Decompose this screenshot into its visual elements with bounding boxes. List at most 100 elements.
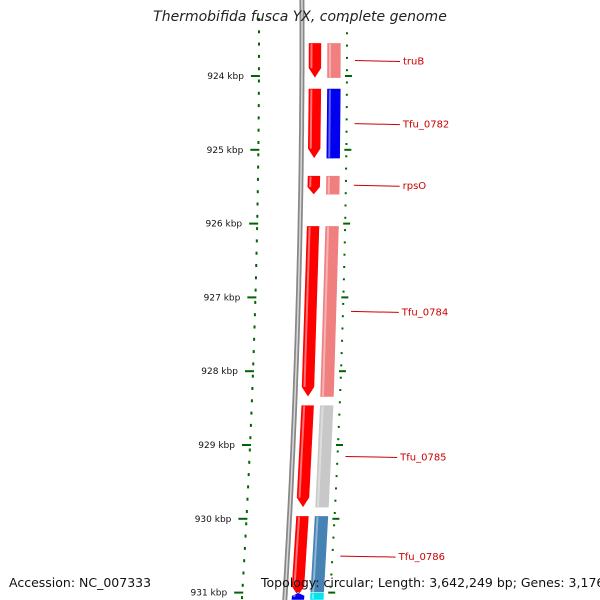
tick-label: 924 kbp [207, 72, 244, 82]
track-dot [252, 350, 255, 354]
track-dot-right [333, 512, 336, 514]
gene-class-rpsO [325, 175, 341, 196]
track-dot-right [345, 130, 348, 133]
track-dot [253, 337, 256, 341]
track-dot [249, 423, 252, 427]
track-dot-right [344, 216, 347, 219]
gene-class-Tfu_0785 [314, 404, 335, 509]
label-leader [340, 555, 396, 558]
track-dot [248, 448, 251, 452]
track-dot [252, 362, 255, 366]
track-dot-right [334, 499, 337, 502]
track-dot-right [345, 118, 348, 121]
gene-arrow-Tfu_0786 [291, 515, 310, 597]
track-dot-right [338, 413, 341, 416]
track-dot [247, 485, 250, 489]
gene-label-rpsO: rpsO [403, 181, 427, 192]
track-dot [257, 79, 260, 83]
track-dot [243, 546, 246, 550]
tick-label: 930 kbp [195, 515, 232, 525]
track-dot [256, 214, 259, 218]
track-dot [255, 239, 258, 243]
track-dot-right [345, 32, 348, 35]
track-dot-right [330, 573, 333, 576]
track-dot-right [337, 425, 340, 428]
track-dot-right [337, 438, 340, 441]
gene-arrow-Tfu_0784 [301, 225, 320, 398]
track-dot-right [344, 179, 347, 182]
track-dot [257, 42, 260, 46]
tick-label: 929 kbp [198, 441, 235, 451]
track-dot [257, 128, 260, 132]
track-dot [253, 325, 256, 329]
track-dot [255, 264, 258, 267]
track-dot [256, 177, 259, 181]
map-title: Thermobifida fusca YX, complete genome [153, 9, 447, 25]
track-dot-right [342, 278, 345, 281]
track-dot [240, 596, 243, 600]
class-shine [316, 406, 324, 507]
track-dot-right [345, 44, 348, 47]
track-dot [254, 288, 257, 292]
track-dot [254, 276, 257, 280]
gene-arrow-rpsO [306, 175, 321, 196]
track-dot [257, 30, 260, 34]
class-shine [328, 89, 331, 158]
track-dot-right [343, 241, 346, 244]
track-dot [250, 411, 253, 415]
track-dot-right [345, 155, 348, 158]
track-dot [257, 141, 260, 144]
track-dot [244, 534, 247, 538]
class-shine [311, 516, 319, 596]
gene-shine [298, 406, 306, 498]
gc-dot-track [240, 18, 348, 600]
tick-label: 928 kbp [201, 367, 238, 377]
track-dot [247, 473, 250, 477]
track-dot [257, 104, 260, 108]
tick-label: 925 kbp [207, 146, 244, 156]
track-dot-right [333, 524, 336, 527]
backbone-highlight [284, 0, 303, 600]
scale-ticks: 924 kbp 925 kbp 926 kbp 927 kbp 928 kbp 929 k… [191, 72, 352, 599]
track-dot-right [341, 327, 344, 330]
track-dot [241, 583, 244, 587]
gene-label-Tfu_0785: Tfu_0785 [399, 452, 446, 463]
tick-label: 931 kbp [191, 589, 228, 599]
track-dot [257, 18, 260, 21]
track-dot-right [343, 253, 346, 256]
backbone-line [282, 0, 305, 600]
track-dot-right [344, 204, 347, 207]
track-dot [256, 190, 259, 194]
track-dot-right [339, 389, 342, 391]
gene-shine [303, 226, 311, 388]
track-dot-right [340, 364, 343, 367]
track-dot [242, 571, 245, 575]
gene-shine [293, 516, 301, 587]
track-dot [246, 497, 249, 501]
track-dot-right [341, 315, 344, 318]
tick-label: 926 kbp [205, 220, 242, 230]
track-dot-right [345, 167, 348, 170]
gene-arrow-Tfu_0785 [296, 404, 315, 509]
track-dot-right [345, 81, 348, 84]
track-dot-right [343, 266, 346, 268]
label-leader [345, 455, 398, 458]
track-dot-right [332, 536, 335, 539]
track-dot-right [344, 229, 347, 232]
label-leader [353, 184, 400, 187]
gene-class-Tfu_0784 [319, 225, 340, 398]
track-dot-right [329, 585, 332, 588]
track-dot-right [338, 401, 341, 404]
label-leader [354, 60, 401, 63]
track-dot-right [339, 376, 342, 379]
accession-text: Accession: NC_007333 [9, 575, 152, 590]
track-dot-right [335, 475, 338, 478]
track-dot [251, 387, 254, 390]
genome-backbone [282, 0, 305, 600]
track-dot-right [336, 462, 339, 465]
gene-class-unnamed-6 [309, 592, 325, 600]
track-dot-right [341, 339, 344, 342]
track-dot-right [342, 290, 345, 293]
track-dot [245, 522, 248, 526]
